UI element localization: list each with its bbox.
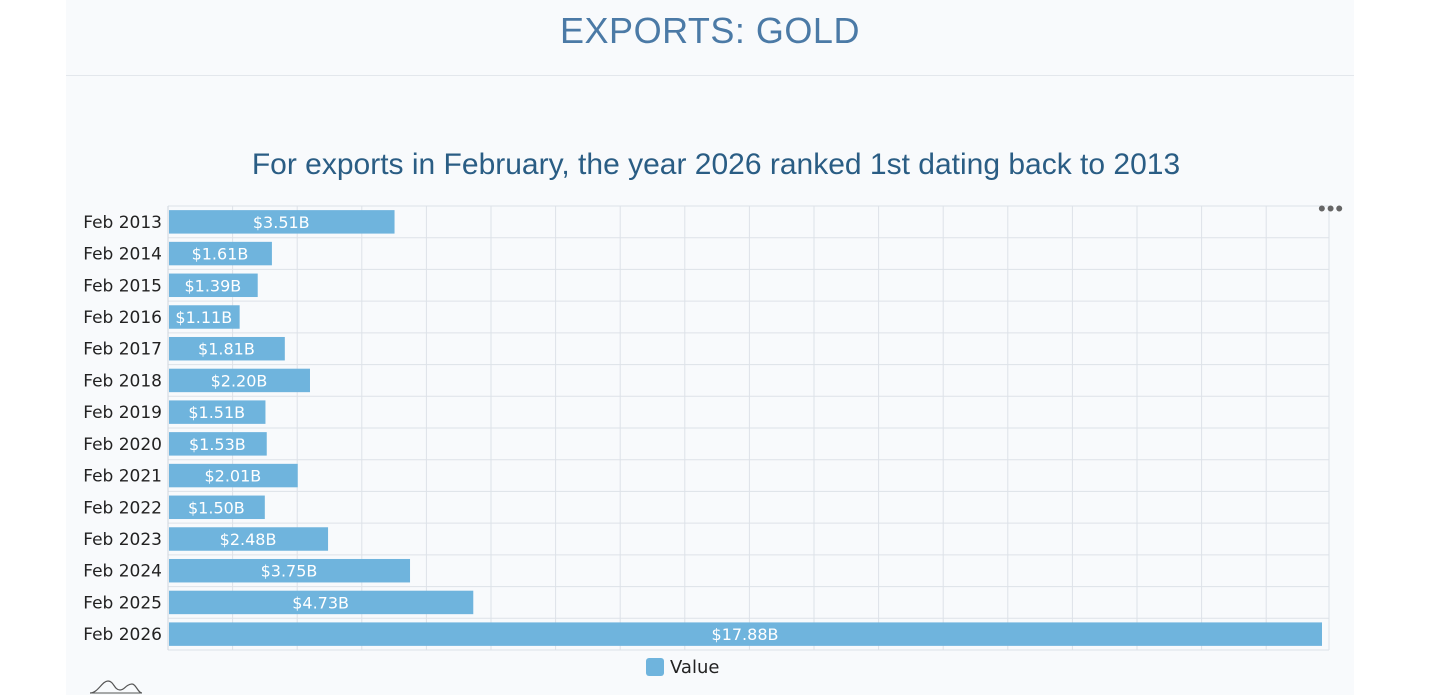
y-tick-label: Feb 2017 [83,340,162,360]
legend-label: Value [670,656,720,678]
y-tick-label: Feb 2019 [83,403,162,423]
y-tick-label: Feb 2023 [83,530,162,550]
y-tick-label: Feb 2022 [83,498,162,518]
data-label: $2.20B [211,371,268,390]
bar[interactable] [169,432,267,456]
bar[interactable] [169,368,310,393]
bar[interactable] [169,527,329,551]
y-tick-label: Feb 2024 [83,562,162,582]
legend-item-value[interactable]: Value [646,656,719,678]
logo-icon [89,680,143,694]
y-tick-label: Feb 2014 [83,245,162,265]
chart-title: For exports in February, the year 2026 r… [251,148,1181,181]
y-tick-label: Feb 2025 [83,593,162,613]
data-label: $1.53B [189,435,246,454]
bar[interactable] [169,495,265,520]
legend-swatch [646,658,664,676]
bar[interactable] [169,463,298,488]
bar[interactable] [169,210,395,234]
bar[interactable] [169,241,272,266]
data-label: $17.88B [712,625,779,644]
y-tick-label: Feb 2018 [83,371,162,391]
bar[interactable] [169,336,285,361]
bar[interactable] [169,622,1322,646]
data-label: $1.61B [192,245,249,264]
data-label: $2.48B [220,530,277,549]
y-tick-label: Feb 2021 [83,467,162,487]
data-label: $1.11B [175,308,232,327]
bar[interactable] [169,558,411,583]
data-label: $1.39B [184,276,241,295]
bar[interactable] [169,590,474,615]
data-label: $1.81B [198,340,255,359]
data-label: $3.51B [253,213,310,232]
y-tick-label: Feb 2015 [83,276,162,296]
page-title: EXPORTS: GOLD [560,10,860,51]
y-tick-label: Feb 2016 [83,308,162,328]
bar[interactable] [169,305,240,329]
data-label: $2.01B [204,467,261,486]
chart-menu-button[interactable]: ••• [1318,196,1345,221]
bar[interactable] [169,400,266,424]
y-tick-label: Feb 2013 [83,213,162,233]
data-label: $3.75B [261,562,318,581]
data-label: $1.51B [188,403,245,422]
data-label: $4.73B [292,593,349,612]
title-divider [66,75,1354,76]
data-label: $1.50B [188,498,245,517]
y-tick-label: Feb 2020 [83,435,162,455]
bar[interactable] [169,273,258,298]
y-tick-label: Feb 2026 [83,625,162,645]
